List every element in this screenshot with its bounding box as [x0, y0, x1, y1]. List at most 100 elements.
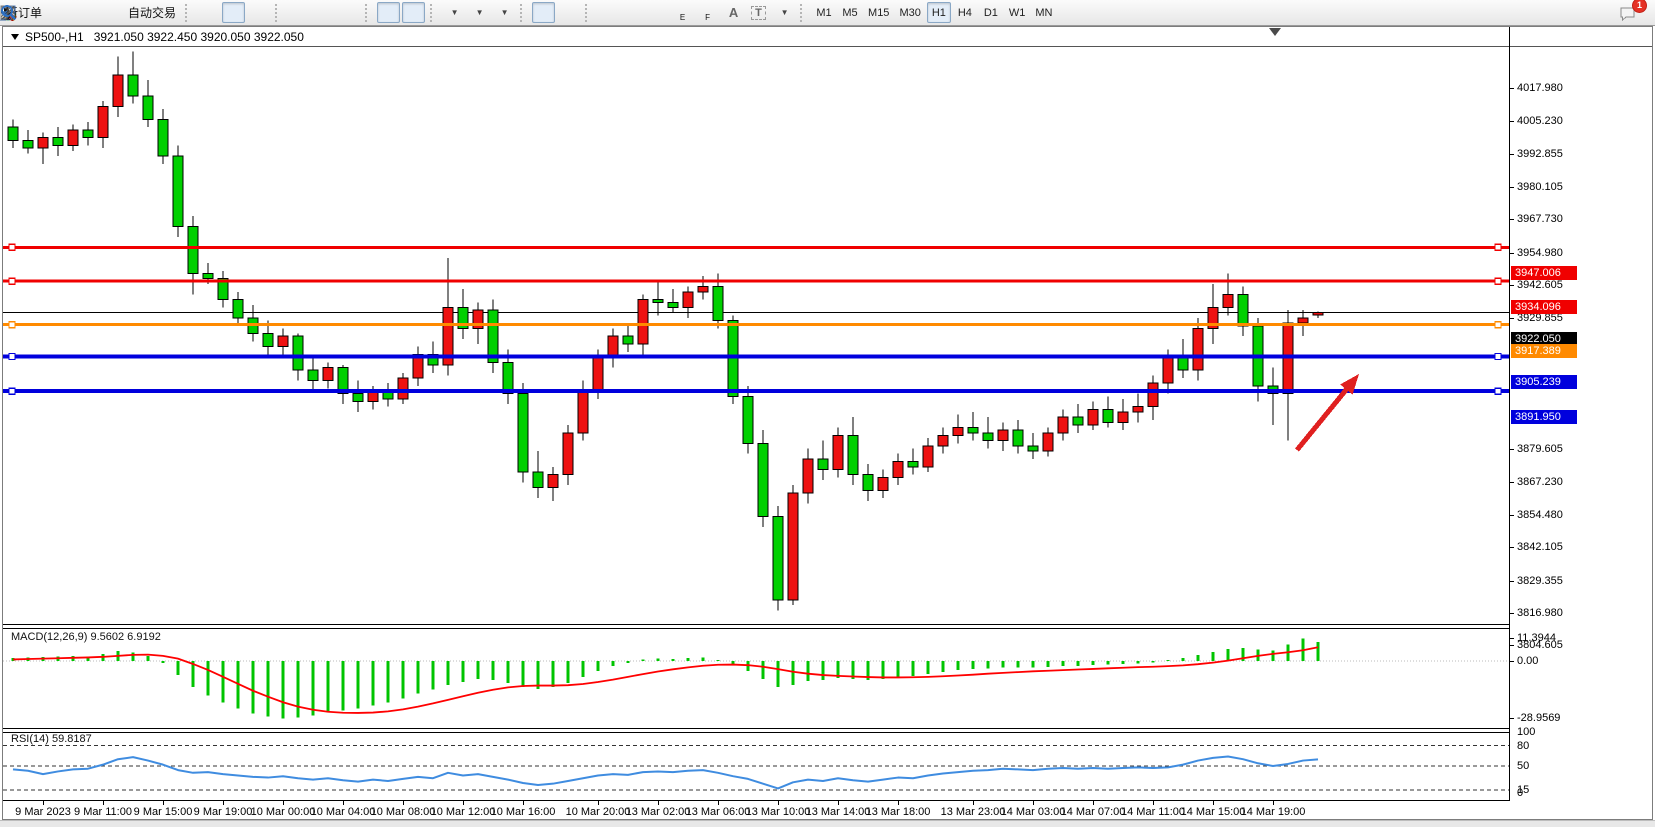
line-handle[interactable] [1494, 321, 1502, 329]
candle [97, 101, 109, 149]
time-tick [973, 801, 974, 805]
line-handle[interactable] [1494, 243, 1502, 252]
candlestick-mode-button[interactable] [2, 2, 246, 23]
add-indicator-button[interactable]: ▼ [0, 2, 465, 23]
timeframe-button-mn[interactable]: MN [1035, 6, 1053, 19]
candle [127, 51, 139, 104]
chart-window[interactable]: SP500-,H1 3921.050 3922.450 3920.050 392… [2, 26, 1653, 820]
candle [682, 286, 694, 318]
macd-scale-label: 0.00 [1517, 655, 1539, 667]
metaeditor-icon[interactable] [1, 2, 72, 23]
main-toolbar: 新订单 [0, 0, 1655, 26]
timeframe-button-m15[interactable]: M15 [868, 6, 890, 19]
candle [892, 453, 904, 486]
crosshair-tool-button[interactable] [1, 2, 580, 23]
candle [832, 427, 844, 478]
line-handle[interactable] [1494, 277, 1502, 285]
line-chart-mode-button[interactable] [0, 2, 270, 23]
candle [82, 122, 94, 146]
line-handle[interactable] [8, 321, 16, 329]
candle [1267, 367, 1279, 426]
time-tick [43, 801, 44, 805]
panel-separator[interactable] [3, 728, 1509, 733]
candle [187, 216, 199, 295]
timeframe-button-m1[interactable]: M1 [816, 6, 832, 19]
periods-button[interactable]: ▼ [0, 2, 490, 23]
line-handle[interactable] [8, 387, 16, 395]
market-watch-icon[interactable] [0, 2, 97, 23]
candle [607, 328, 619, 368]
main-price-chart[interactable] [3, 46, 1509, 624]
price-tick [1509, 219, 1514, 221]
text-label-tool[interactable]: T [747, 2, 770, 23]
price-tick [1509, 515, 1514, 517]
candle [517, 383, 529, 483]
timeframe-toolbar: M1 M5 M15 M30 H1 H4 D1 W1 MN [811, 2, 1057, 23]
trend-arrow-object[interactable] [1295, 387, 1349, 452]
chart-shift-marker-icon[interactable] [1269, 28, 1281, 36]
toolbar-grip [585, 3, 592, 22]
time-tick-label: 10 Mar 16:00 [490, 806, 556, 818]
macd-panel[interactable] [3, 628, 1509, 728]
text-tool[interactable]: A [722, 2, 745, 23]
timeframe-button-w1[interactable]: W1 [1008, 6, 1026, 19]
toolbar-grip [275, 3, 282, 22]
text-tool-label: A [728, 5, 739, 20]
chart-shift-button[interactable] [1, 2, 426, 23]
time-tick-label: 13 Mar 23:00 [940, 806, 1006, 818]
search-button[interactable] [1, 2, 1616, 23]
templates-button[interactable]: ▼ [0, 2, 515, 23]
time-tick-label: 14 Mar 07:00 [1060, 806, 1126, 818]
timeframe-button-h4[interactable]: H4 [957, 6, 972, 19]
candle [1117, 398, 1129, 431]
zoom-in-button[interactable] [1, 2, 310, 23]
auto-scroll-button[interactable] [1, 2, 401, 23]
line-handle[interactable] [8, 352, 16, 361]
one-click-expand-icon[interactable] [11, 33, 19, 40]
timeframe-button-m5[interactable]: M5 [842, 6, 858, 19]
cursor-tool-button[interactable] [4, 2, 556, 23]
toolbar-grip [520, 3, 527, 22]
line-price-flag: 3947.006 [1511, 266, 1577, 281]
bar-chart-mode-button[interactable] [1, 2, 220, 23]
price-tick [1509, 580, 1514, 582]
line-price-flag: 3891.950 [1511, 410, 1577, 425]
candle [337, 364, 349, 405]
notifications-button[interactable]: 1 [1618, 0, 1647, 23]
candle [217, 270, 229, 308]
line-handle[interactable] [8, 243, 16, 252]
candle [322, 362, 334, 389]
vertical-line-tool[interactable] [6, 2, 620, 23]
candle [1147, 375, 1159, 420]
panel-separator[interactable] [3, 624, 1509, 629]
arrows-tool[interactable]: ▼ [2, 2, 795, 23]
rsi-panel[interactable] [3, 731, 1509, 800]
autotrading-button[interactable]: 自动交易 [1, 2, 180, 23]
candle [232, 291, 244, 326]
line-handle[interactable] [1494, 352, 1502, 361]
tile-windows-button[interactable] [0, 2, 360, 23]
candle [562, 425, 574, 486]
signals-icon[interactable] [0, 2, 122, 23]
price-tick-label: 3842.105 [1517, 541, 1563, 554]
macd-scale-tick [1509, 661, 1514, 662]
price-tick-label: 3929.855 [1517, 312, 1563, 325]
zoom-out-button[interactable] [1, 2, 335, 23]
trendline-tool[interactable] [1, 2, 670, 23]
fibonacci-tool[interactable]: F [1, 2, 720, 23]
line-handle[interactable] [8, 277, 16, 285]
equidistant-channel-tool[interactable]: E [0, 2, 695, 23]
time-tick-label: 13 Mar 02:00 [625, 806, 691, 818]
rsi-scale-label: 15 [1517, 783, 1530, 796]
timeframe-button-h1[interactable]: H1 [926, 2, 951, 23]
candle [487, 299, 499, 373]
timeframe-button-d1[interactable]: D1 [983, 6, 998, 19]
timeframe-button-m30[interactable]: M30 [899, 6, 921, 19]
line-handle[interactable] [1494, 387, 1502, 395]
horizontal-line-tool[interactable] [1, 2, 645, 23]
bid-price-flag: 3922.050 [1511, 331, 1577, 346]
candle [142, 80, 154, 128]
price-tick-label: 3867.230 [1517, 475, 1563, 488]
candle [1057, 409, 1069, 441]
time-tick [163, 801, 164, 805]
